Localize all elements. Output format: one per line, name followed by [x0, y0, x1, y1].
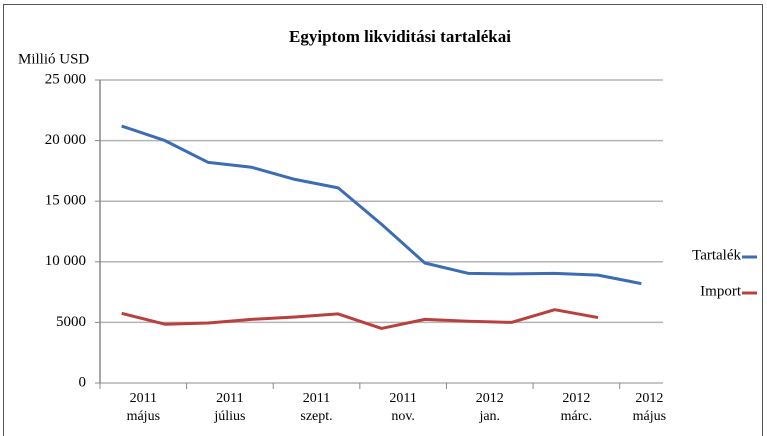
x-tick-label: 2011 nov.	[389, 391, 416, 424]
x-tick-label: 2012 jan.	[476, 391, 504, 424]
chart-title: Egyiptom likviditási tartalékai	[289, 27, 511, 46]
y-tick-label: 5000	[56, 314, 86, 330]
x-tick-label: 2011 július	[213, 391, 245, 424]
y-tick-label: 10 000	[45, 253, 86, 269]
legend-label: Import	[700, 283, 742, 299]
y-tick-label: 15 000	[45, 193, 86, 209]
chart-border	[3, 4, 763, 436]
x-tick-label: 2011 május	[127, 391, 160, 424]
series-line	[121, 308, 599, 330]
legend-label: Tartalék	[692, 247, 741, 263]
y-axis-label: Millió USD	[18, 51, 89, 67]
series-line	[121, 124, 642, 286]
x-tick-label: 2012 május	[633, 391, 666, 424]
x-tick-label: 2012 márc.	[561, 391, 592, 424]
y-tick-label: 0	[79, 374, 87, 390]
x-tick-label: 2011 szept.	[300, 391, 332, 424]
y-tick-label: 20 000	[45, 132, 86, 148]
y-tick-label: 25 000	[45, 71, 86, 87]
